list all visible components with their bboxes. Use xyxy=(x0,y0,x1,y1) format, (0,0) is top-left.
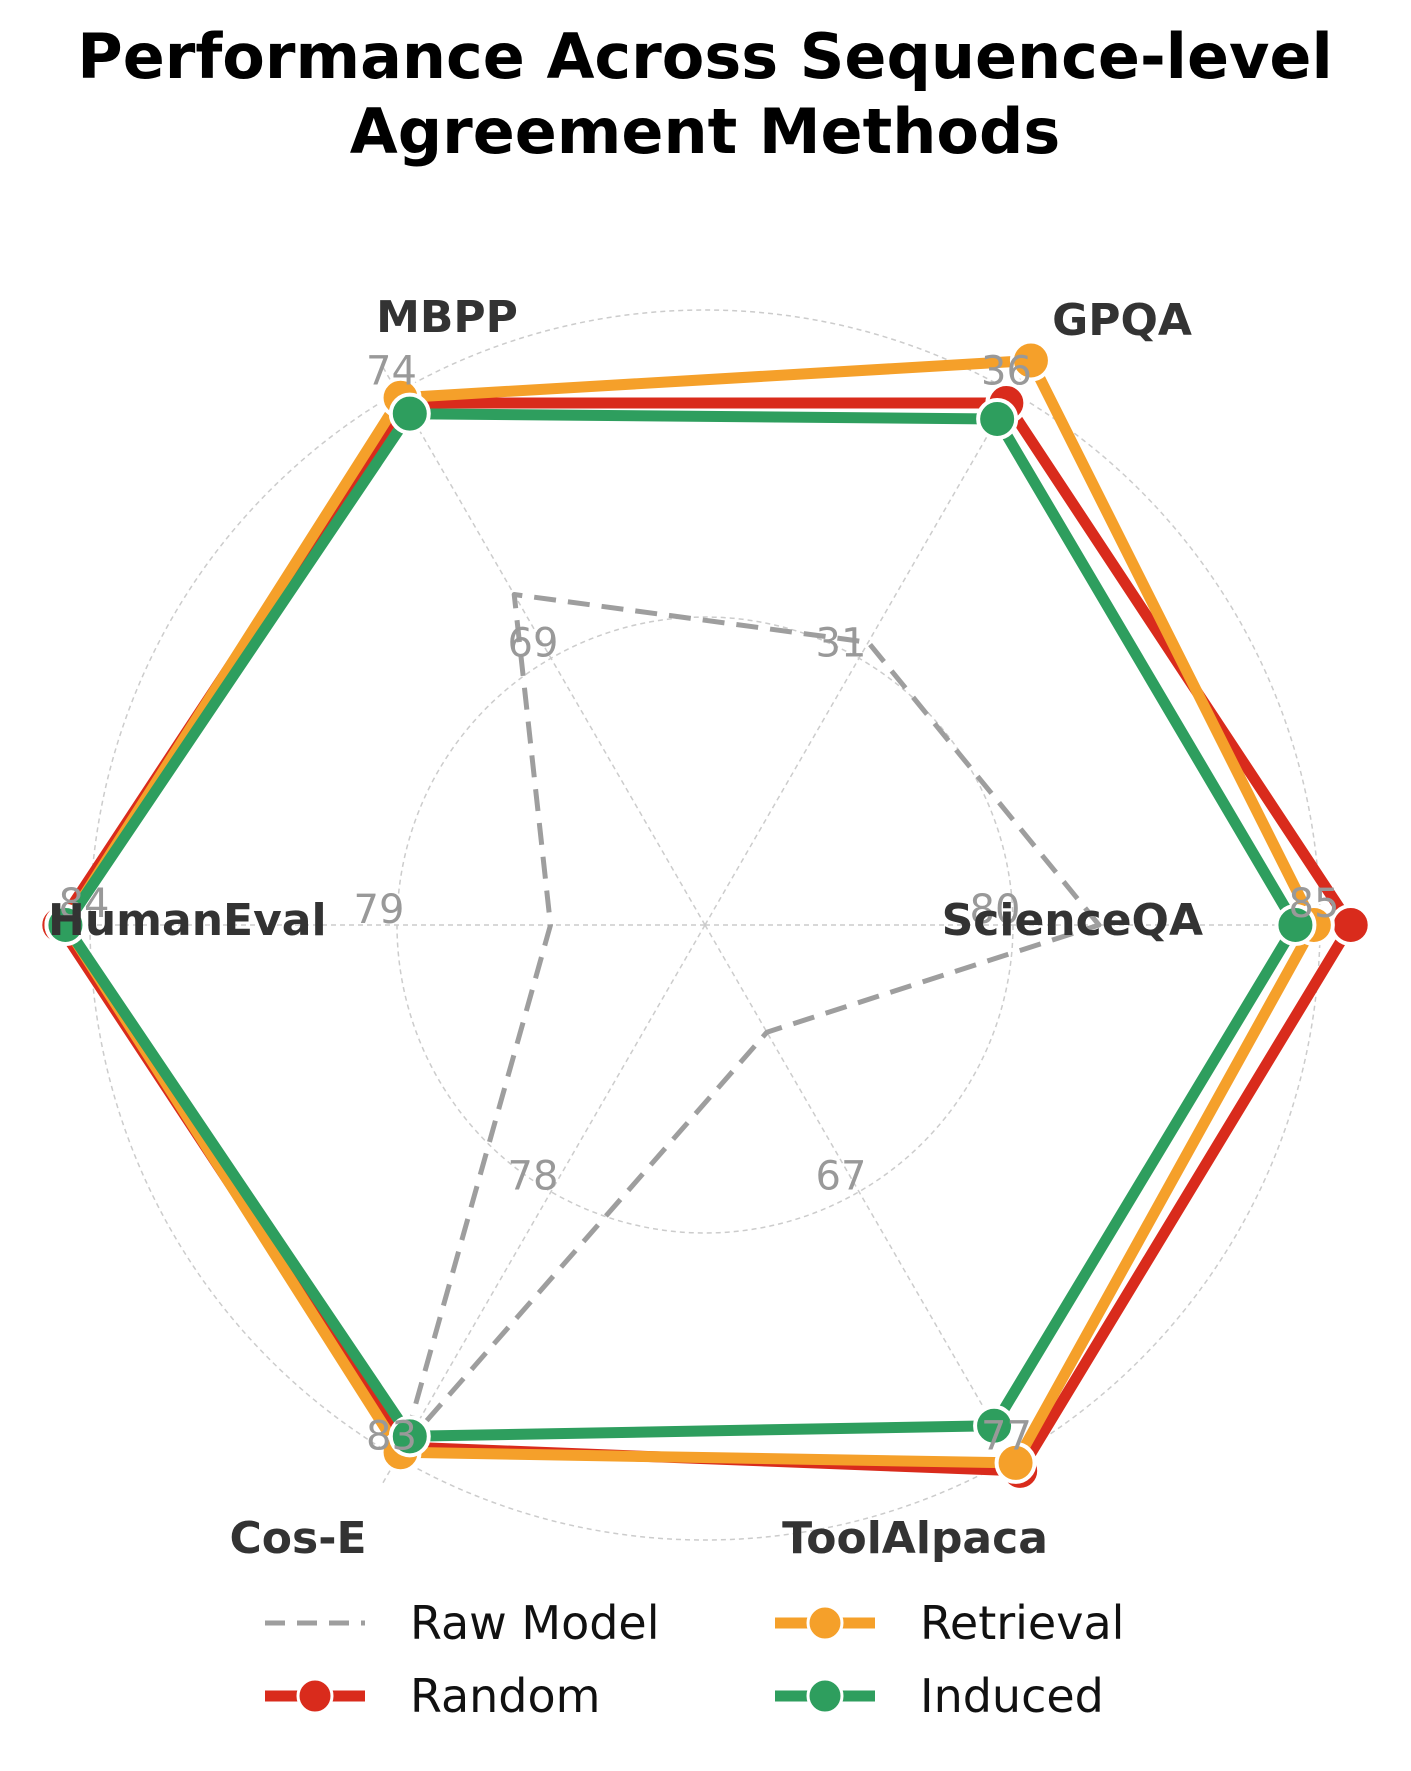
tick-label-humaneval-2: 84 xyxy=(59,881,110,927)
series-layer xyxy=(38,339,1372,1492)
chart-title-line-2: Agreement Methods xyxy=(350,95,1060,168)
tick-label-mbpp-1: 69 xyxy=(508,620,559,666)
tick-label-humaneval-1: 79 xyxy=(354,887,405,933)
series-raw-model xyxy=(401,592,1102,1450)
point-induced-scienceqa xyxy=(1274,904,1317,946)
axis-label-toolalpaca: ToolAlpaca xyxy=(782,1513,1048,1564)
legend-item-induced: Induced xyxy=(775,1669,1104,1723)
axis-label-cos-e: Cos-E xyxy=(229,1513,366,1564)
point-induced-humaneval xyxy=(44,904,87,946)
axis-label-scienceqa: ScienceQA xyxy=(942,895,1203,946)
point-retrieval-toolalpaca xyxy=(994,1441,1037,1484)
spoke-toolalpaca xyxy=(704,924,1029,1484)
legend-label-retrieval: Retrieval xyxy=(920,1596,1124,1650)
chart-title-line-1: Performance Across Sequence-level xyxy=(77,20,1332,93)
axis-label-humaneval: HumanEval xyxy=(48,895,327,946)
tick-label-scienceqa-2: 85 xyxy=(1289,881,1340,927)
series-induced xyxy=(44,392,1317,1458)
tick-label-gpqa-1: 31 xyxy=(816,620,867,666)
point-induced-cos-e xyxy=(388,1415,431,1458)
tick-labels: 80 85 31 36 69 74 79 84 78 83 67 77 xyxy=(59,348,1340,1459)
tick-label-gpqa-2: 36 xyxy=(981,348,1032,394)
legend-label-induced: Induced xyxy=(920,1669,1104,1723)
point-induced-mbpp xyxy=(388,392,431,435)
point-induced-gpqa xyxy=(976,397,1019,440)
legend-item-raw-model: Raw Model xyxy=(265,1596,660,1650)
legend-marker-induced xyxy=(806,1677,844,1715)
legend-label-random: Random xyxy=(410,1669,600,1723)
legend: Raw Model Retrieval Random Induced xyxy=(265,1596,1124,1723)
legend-marker-retrieval xyxy=(806,1604,844,1642)
axis-labels: ScienceQA GPQA MBPP HumanEval Cos-E ToolAlpac… xyxy=(48,292,1203,1564)
tick-label-toolalpaca-2: 77 xyxy=(981,1414,1032,1460)
axis-label-mbpp: MBPP xyxy=(376,292,518,343)
legend-item-random: Random xyxy=(265,1669,600,1723)
point-retrieval-gpqa xyxy=(1009,339,1052,382)
legend-item-retrieval: Retrieval xyxy=(775,1596,1124,1650)
point-induced-toolalpaca xyxy=(973,1404,1016,1447)
tick-label-cos-e-2: 83 xyxy=(366,1414,417,1460)
axis-label-gpqa: GPQA xyxy=(1052,295,1192,346)
spoke-cos-e xyxy=(381,924,706,1484)
tick-label-toolalpaca-1: 67 xyxy=(816,1154,867,1200)
tick-label-mbpp-2: 74 xyxy=(366,348,417,394)
tick-label-scienceqa-1: 80 xyxy=(970,887,1021,933)
legend-marker-random xyxy=(296,1677,334,1715)
legend-label-raw-model: Raw Model xyxy=(410,1596,660,1650)
series-line-raw-model xyxy=(401,592,1102,1450)
tick-label-cos-e-1: 78 xyxy=(508,1154,559,1200)
